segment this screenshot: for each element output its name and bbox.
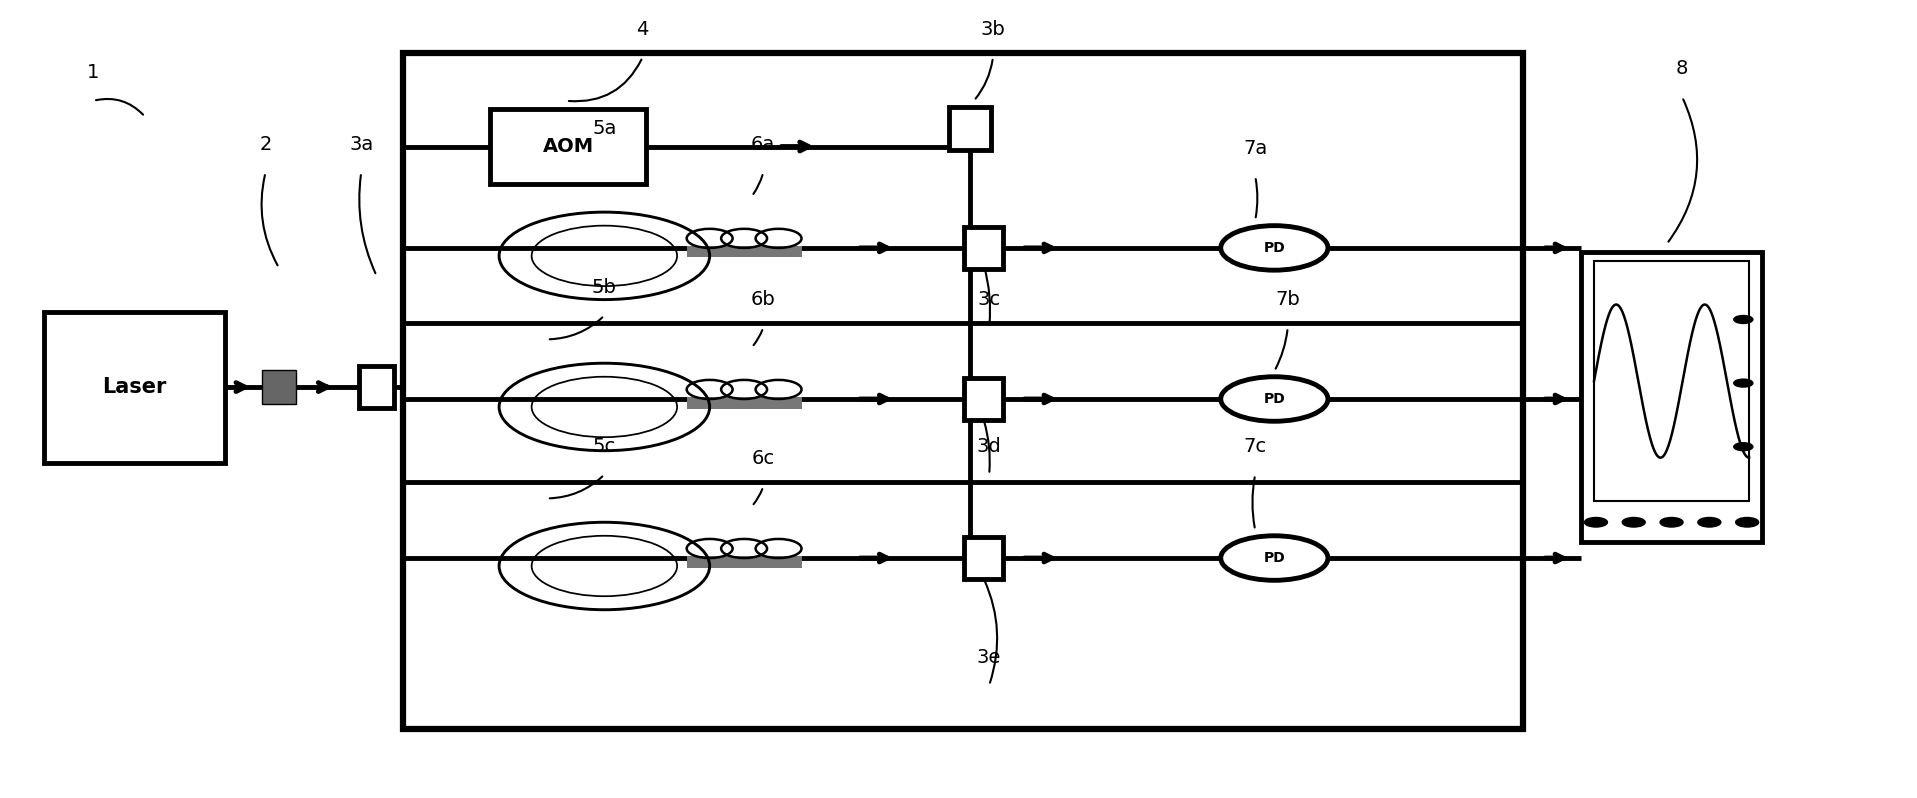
Text: 3c: 3c [978, 290, 1001, 309]
Text: 7a: 7a [1242, 139, 1267, 158]
Text: AOM: AOM [543, 137, 594, 156]
Text: 6a: 6a [751, 135, 774, 154]
Text: 7c: 7c [1244, 437, 1267, 456]
Text: 3b: 3b [982, 20, 1005, 39]
Bar [1595, 262, 1748, 501]
Text: 8: 8 [1675, 60, 1689, 78]
Text: 3e: 3e [978, 648, 1001, 667]
Text: 5b: 5b [592, 279, 617, 297]
Text: 3a: 3a [349, 135, 374, 154]
Text: 5a: 5a [592, 119, 617, 138]
Bar [964, 227, 1003, 269]
Bar [686, 556, 801, 567]
Bar [964, 378, 1003, 420]
Bar [403, 53, 1524, 729]
Circle shape [1735, 517, 1758, 527]
Bar [263, 370, 297, 404]
Text: 1: 1 [86, 64, 100, 82]
Text: 2: 2 [259, 135, 272, 154]
Circle shape [1660, 517, 1683, 527]
Text: 7b: 7b [1275, 290, 1300, 309]
Circle shape [1733, 379, 1752, 387]
Circle shape [1733, 315, 1752, 323]
Text: 3d: 3d [978, 437, 1001, 456]
Circle shape [1733, 443, 1752, 451]
Text: Laser: Laser [102, 377, 167, 397]
Bar [489, 109, 646, 184]
Bar [1582, 252, 1762, 542]
Text: 5c: 5c [592, 437, 615, 456]
Bar [44, 311, 226, 463]
Bar [964, 537, 1003, 579]
Bar [949, 107, 991, 151]
Text: 4: 4 [636, 20, 648, 39]
Text: PD: PD [1263, 241, 1284, 255]
Text: PD: PD [1263, 392, 1284, 406]
Bar [686, 397, 801, 409]
Bar [358, 366, 393, 408]
Circle shape [1698, 517, 1721, 527]
Circle shape [1622, 517, 1645, 527]
Text: PD: PD [1263, 551, 1284, 565]
Bar [686, 247, 801, 258]
Circle shape [1585, 517, 1608, 527]
Text: 6c: 6c [751, 449, 774, 468]
Text: 6b: 6b [751, 290, 776, 309]
